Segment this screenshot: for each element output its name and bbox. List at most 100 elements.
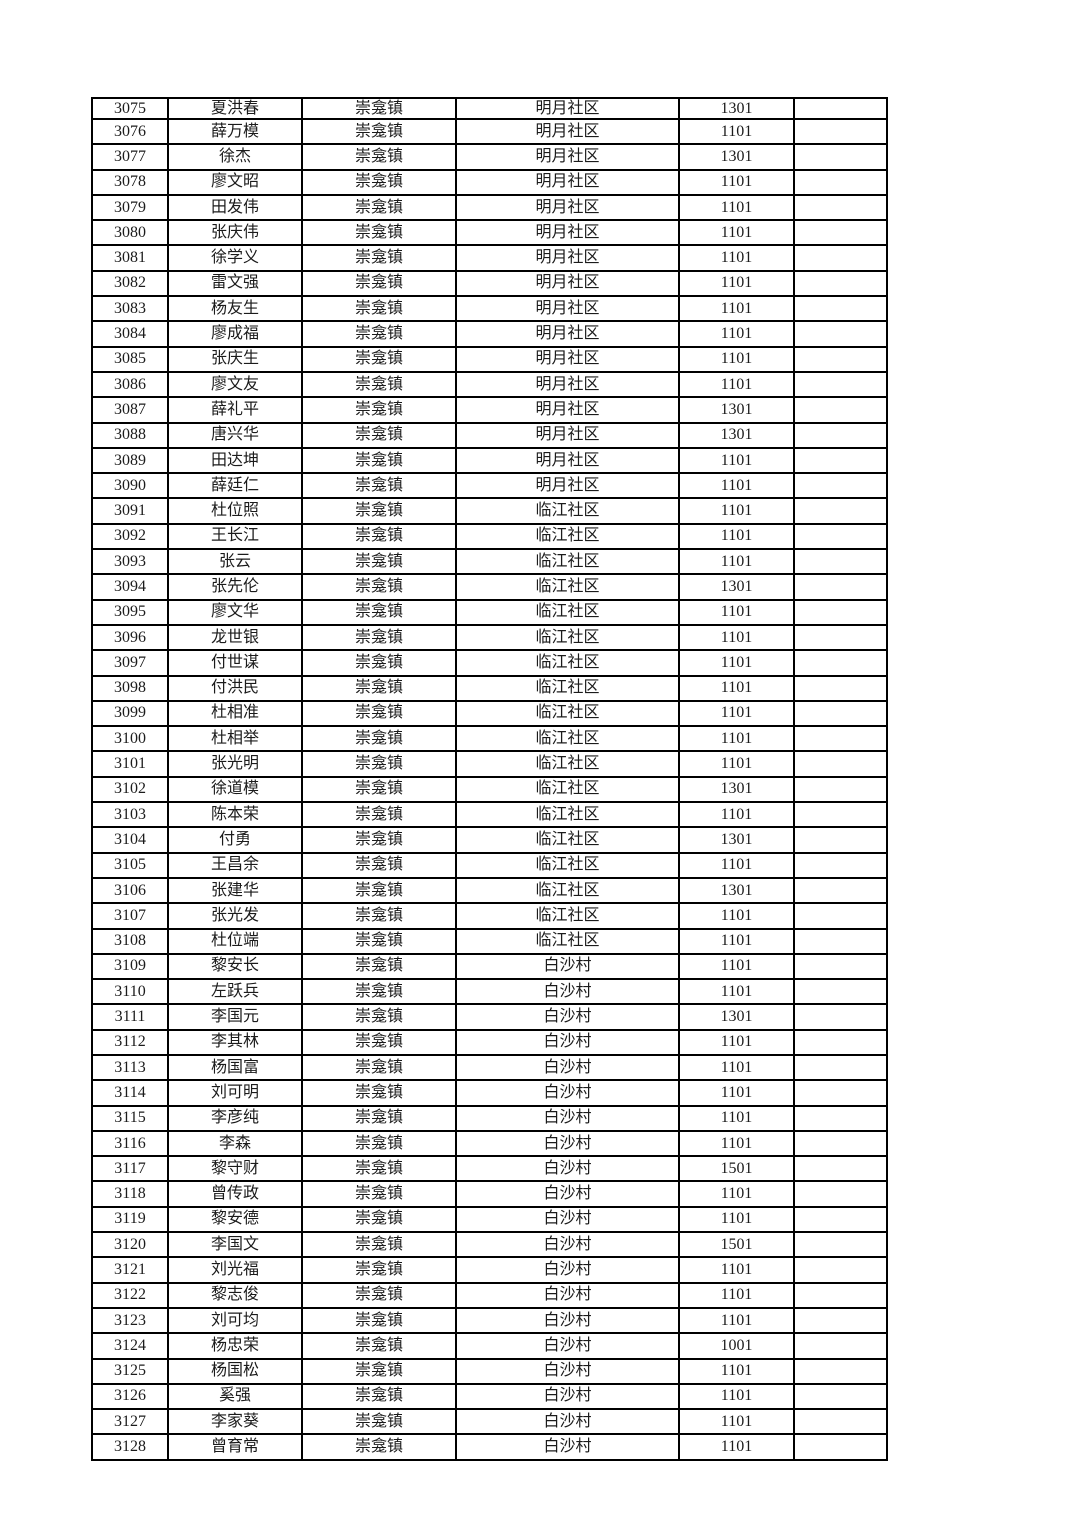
table-row: 3114 刘可明 崇龛镇 白沙村 1101 — [91, 1079, 888, 1107]
cell-name: 李彦纯 — [167, 1104, 303, 1132]
cell-name: 廖成福 — [167, 320, 303, 348]
cell-community: 临江社区 — [455, 725, 680, 753]
table-row: 3092 王长江 崇龛镇 临江社区 1101 — [91, 522, 888, 551]
table-row: 3116 李森 崇龛镇 白沙村 1101 — [91, 1129, 888, 1158]
cell-town: 崇龛镇 — [301, 1028, 457, 1056]
cell-blank — [793, 345, 888, 373]
cell-name: 唐兴华 — [167, 421, 303, 449]
cell-town: 崇龛镇 — [301, 497, 457, 525]
cell-name: 黎志俊 — [167, 1281, 303, 1309]
cell-town: 崇龛镇 — [301, 927, 457, 955]
cell-town: 崇龛镇 — [301, 168, 457, 196]
cell-serial: 3082 — [91, 269, 169, 298]
cell-name: 张庆伟 — [167, 219, 303, 247]
cell-serial: 3106 — [91, 876, 169, 905]
cell-name: 刘可均 — [167, 1306, 303, 1335]
cell-name: 徐学义 — [167, 244, 303, 272]
cell-blank — [793, 674, 888, 702]
table-row: 3096 龙世银 崇龛镇 临江社区 1101 — [91, 623, 888, 652]
cell-name: 杨国富 — [167, 1053, 303, 1082]
cell-blank — [793, 522, 888, 551]
cell-town: 崇龛镇 — [301, 446, 457, 475]
cell-serial: 3126 — [91, 1382, 169, 1411]
table-row: 3105 王昌余 崇龛镇 临江社区 1101 — [91, 851, 888, 879]
cell-town: 崇龛镇 — [301, 320, 457, 348]
cell-community: 明月社区 — [455, 143, 680, 171]
cell-town: 崇龛镇 — [301, 295, 457, 323]
cell-serial: 3099 — [91, 699, 169, 728]
cell-blank — [793, 548, 888, 576]
cell-blank — [793, 1104, 888, 1132]
table-row: 3118 曾传政 崇龛镇 白沙村 1101 — [91, 1180, 888, 1208]
cell-town: 崇龛镇 — [301, 1231, 457, 1259]
cell-serial: 3123 — [91, 1306, 169, 1335]
cell-community: 临江社区 — [455, 750, 680, 778]
cell-blank — [793, 446, 888, 475]
cell-serial: 3128 — [91, 1433, 169, 1461]
cell-community: 白沙村 — [455, 1205, 680, 1234]
cell-blank — [793, 219, 888, 247]
cell-code: 1101 — [678, 472, 795, 500]
cell-community: 临江社区 — [455, 775, 680, 804]
cell-serial: 3104 — [91, 826, 169, 854]
roster-table: 3075 夏洪春 崇龛镇 明月社区 1301 3076 薛万模 崇龛镇 明月社区 1101 3077… — [91, 97, 888, 1461]
cell-name: 张光发 — [167, 902, 303, 930]
cell-blank — [793, 1256, 888, 1284]
cell-serial: 3100 — [91, 725, 169, 753]
cell-name: 杨国松 — [167, 1357, 303, 1385]
cell-name: 雷文强 — [167, 269, 303, 298]
cell-blank — [793, 396, 888, 424]
cell-blank — [793, 649, 888, 677]
cell-serial: 3092 — [91, 522, 169, 551]
cell-serial: 3097 — [91, 649, 169, 677]
table-row: 3124 杨忠荣 崇龛镇 白沙村 1001 — [91, 1332, 888, 1360]
cell-town: 崇龛镇 — [301, 522, 457, 551]
cell-serial: 3116 — [91, 1129, 169, 1158]
cell-town: 崇龛镇 — [301, 1155, 457, 1183]
cell-code: 1101 — [678, 446, 795, 475]
cell-town: 崇龛镇 — [301, 269, 457, 298]
cell-blank — [793, 851, 888, 879]
cell-name: 杨友生 — [167, 295, 303, 323]
cell-name: 张庆生 — [167, 345, 303, 373]
cell-town: 崇龛镇 — [301, 1306, 457, 1335]
cell-blank — [793, 472, 888, 500]
cell-serial: 3076 — [91, 117, 169, 146]
cell-blank — [793, 320, 888, 348]
table-row: 3119 黎安德 崇龛镇 白沙村 1101 — [91, 1205, 888, 1234]
cell-town: 崇龛镇 — [301, 1357, 457, 1385]
cell-serial: 3103 — [91, 801, 169, 829]
cell-blank — [793, 295, 888, 323]
cell-community: 白沙村 — [455, 952, 680, 981]
cell-code: 1101 — [678, 1357, 795, 1385]
cell-blank — [793, 1281, 888, 1309]
cell-town: 崇龛镇 — [301, 801, 457, 829]
table-row: 3113 杨国富 崇龛镇 白沙村 1101 — [91, 1053, 888, 1082]
cell-name: 刘可明 — [167, 1079, 303, 1107]
cell-blank — [793, 598, 888, 626]
cell-name: 薛廷仁 — [167, 472, 303, 500]
cell-serial: 3114 — [91, 1079, 169, 1107]
table-row: 3121 刘光福 崇龛镇 白沙村 1101 — [91, 1256, 888, 1284]
cell-blank — [793, 1433, 888, 1461]
table-row: 3088 唐兴华 崇龛镇 明月社区 1301 — [91, 421, 888, 449]
cell-community: 明月社区 — [455, 370, 680, 399]
table-row: 3083 杨友生 崇龛镇 明月社区 1101 — [91, 295, 888, 323]
cell-name: 李国文 — [167, 1231, 303, 1259]
cell-town: 崇龛镇 — [301, 472, 457, 500]
cell-serial: 3117 — [91, 1155, 169, 1183]
cell-code: 1101 — [678, 801, 795, 829]
table-row: 3080 张庆伟 崇龛镇 明月社区 1101 — [91, 219, 888, 247]
cell-code: 1101 — [678, 725, 795, 753]
cell-community: 明月社区 — [455, 295, 680, 323]
cell-community: 明月社区 — [455, 446, 680, 475]
cell-serial: 3102 — [91, 775, 169, 804]
cell-name: 张光明 — [167, 750, 303, 778]
cell-community: 明月社区 — [455, 421, 680, 449]
cell-name: 龙世银 — [167, 623, 303, 652]
cell-serial: 3077 — [91, 143, 169, 171]
cell-community: 临江社区 — [455, 623, 680, 652]
cell-community: 白沙村 — [455, 1256, 680, 1284]
cell-blank — [793, 168, 888, 196]
cell-community: 白沙村 — [455, 1079, 680, 1107]
